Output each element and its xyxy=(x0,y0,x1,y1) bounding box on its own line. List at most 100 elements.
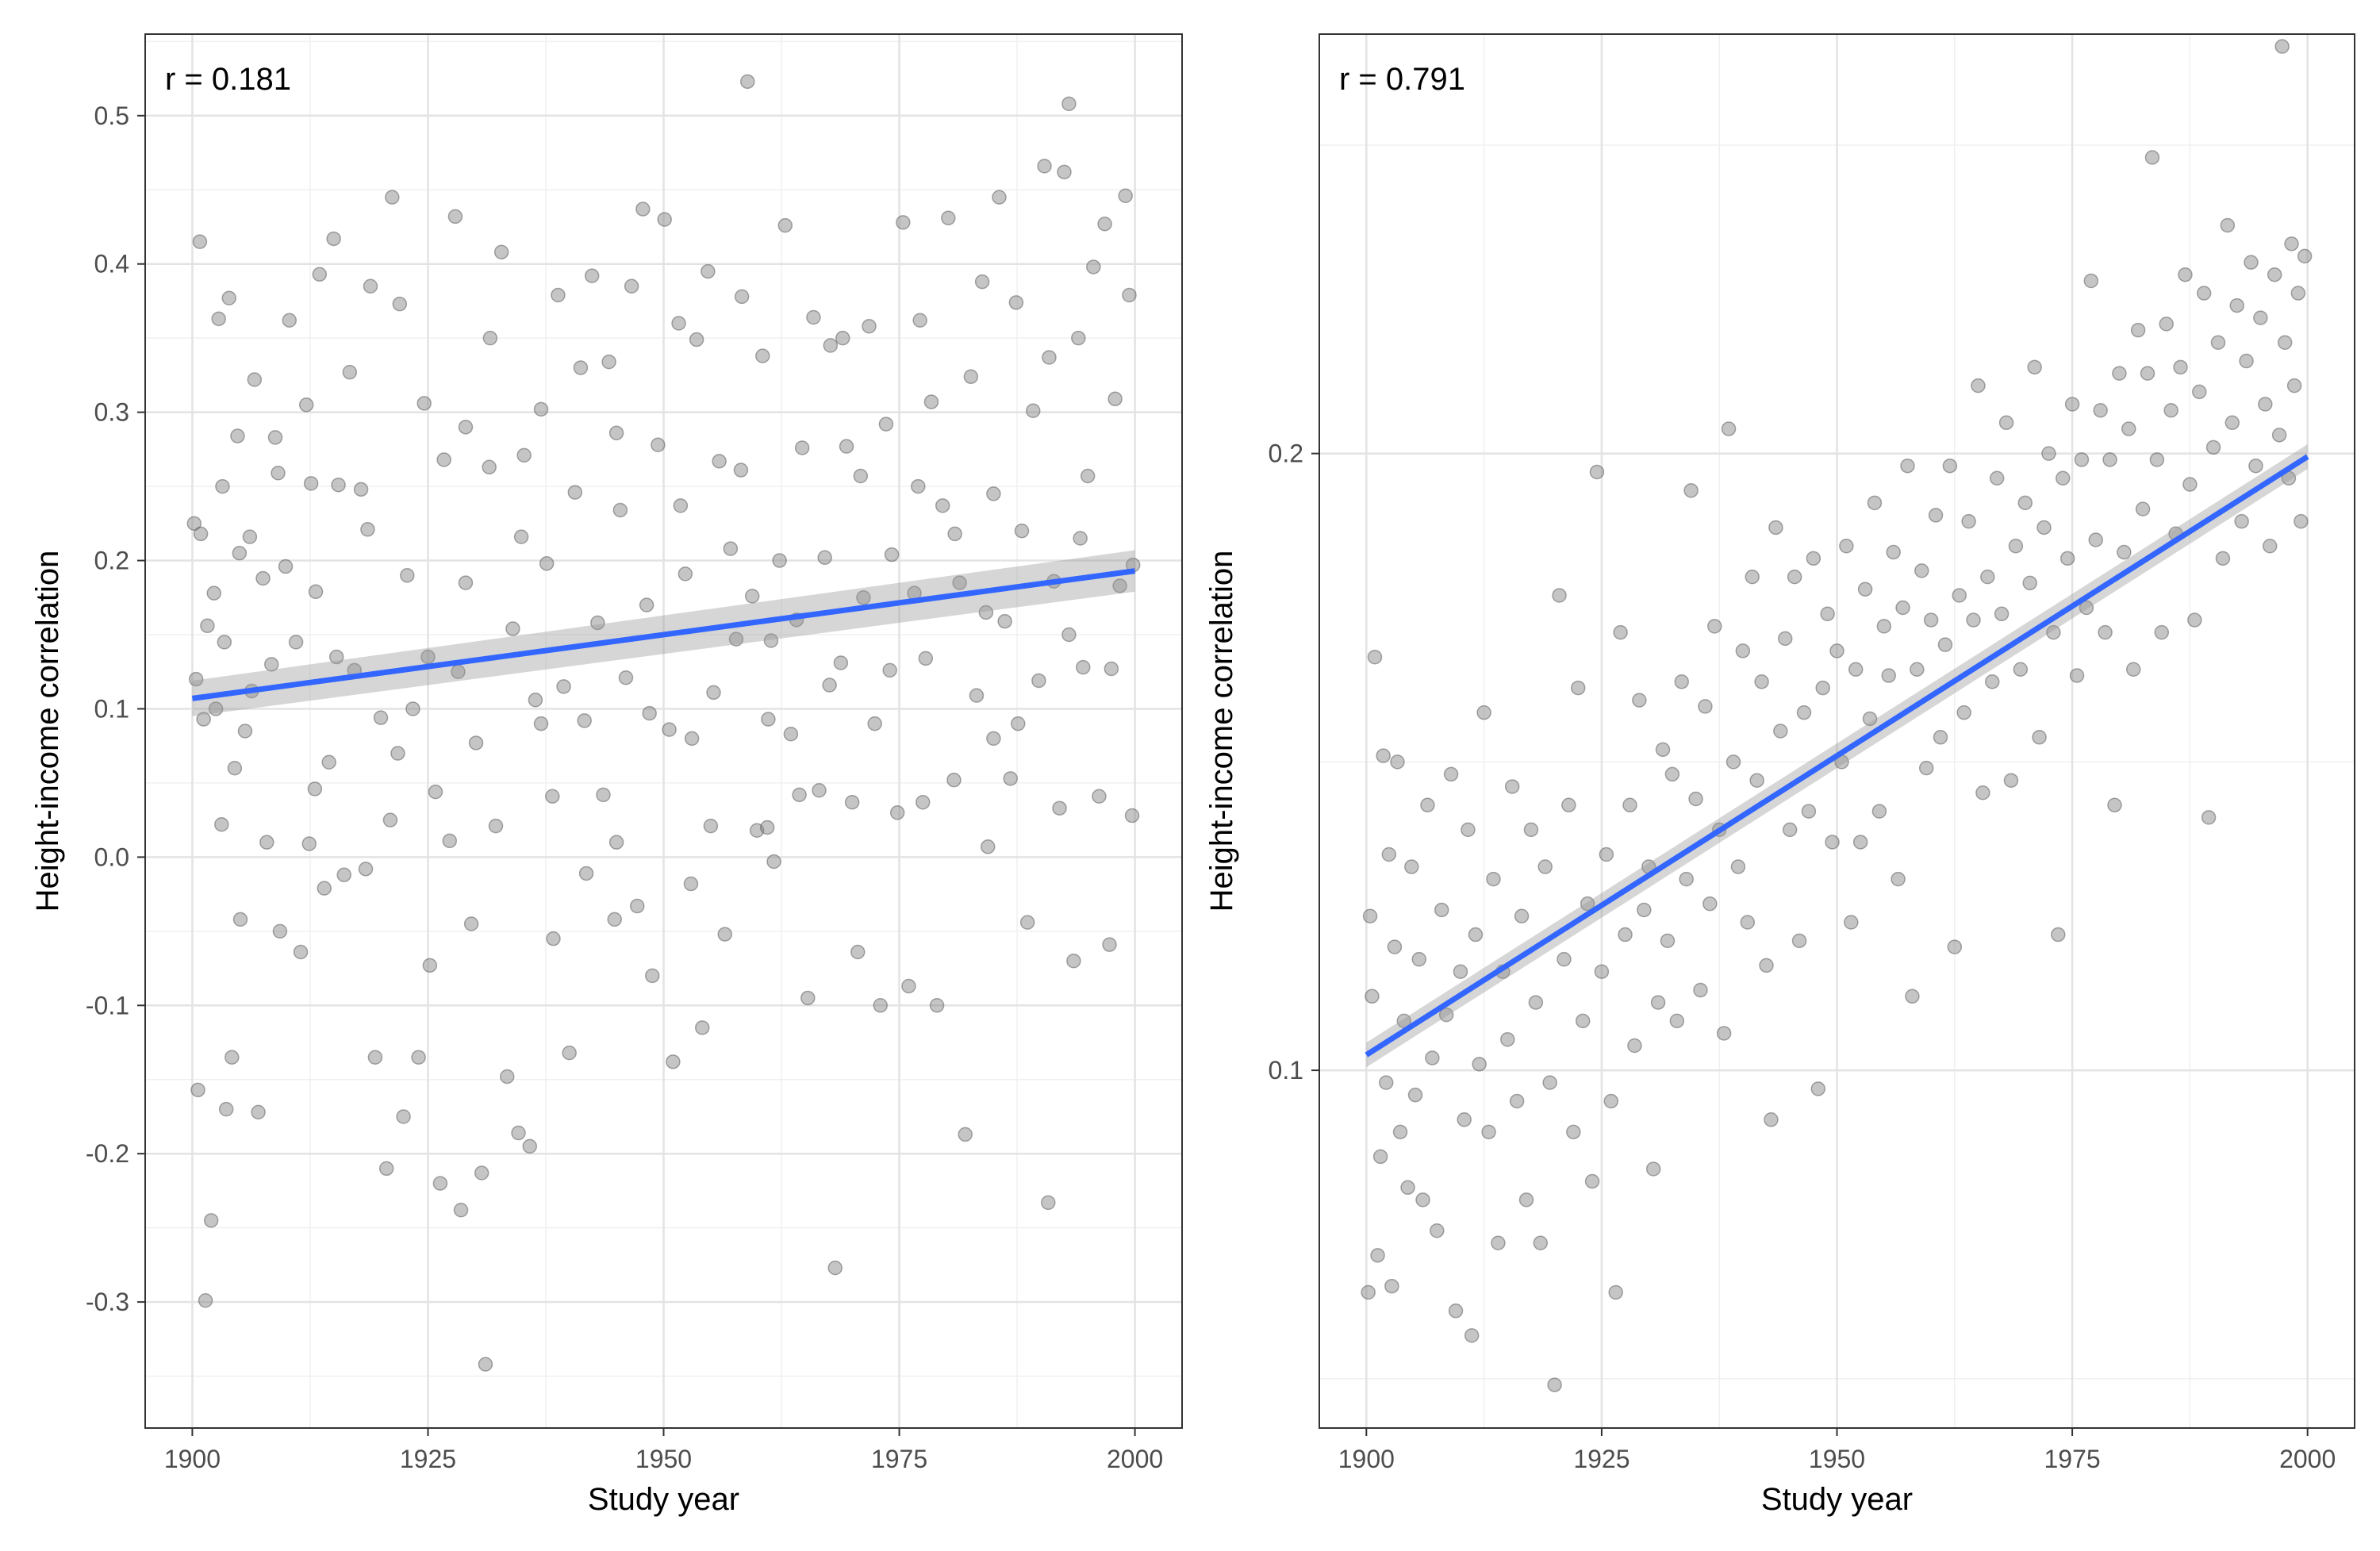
data-point xyxy=(2234,513,2249,529)
data-point xyxy=(763,633,779,648)
data-point xyxy=(271,466,286,481)
data-point xyxy=(1702,896,1718,912)
x-tick-label: 1925 xyxy=(400,1445,456,1473)
data-point xyxy=(478,1357,493,1372)
data-point xyxy=(759,820,775,835)
data-point xyxy=(2055,470,2071,486)
data-point xyxy=(2284,236,2299,251)
data-point xyxy=(1839,539,1854,554)
data-point xyxy=(2036,520,2052,536)
data-point xyxy=(783,726,799,742)
x-tick-label: 1975 xyxy=(871,1445,927,1473)
data-point xyxy=(2102,452,2117,467)
data-point xyxy=(596,787,611,803)
data-point xyxy=(1557,951,1572,967)
data-point xyxy=(612,502,628,518)
data-point xyxy=(1613,624,1628,640)
data-point xyxy=(1740,915,1756,930)
data-point xyxy=(1434,902,1449,918)
data-point xyxy=(1871,804,1887,819)
data-point xyxy=(567,485,583,500)
data-point xyxy=(2267,267,2282,282)
data-point xyxy=(1683,483,1699,498)
data-point xyxy=(551,287,566,303)
data-point xyxy=(2258,397,2273,412)
data-point xyxy=(678,566,693,582)
data-point xyxy=(1773,724,1788,739)
data-point xyxy=(777,217,793,233)
y-tick-label: -0.2 xyxy=(86,1139,129,1168)
data-point xyxy=(1660,933,1676,949)
data-point xyxy=(978,605,994,620)
data-point xyxy=(1381,847,1397,862)
data-point xyxy=(2205,440,2221,455)
data-point xyxy=(1632,693,1647,708)
data-point xyxy=(1042,350,1057,365)
data-point xyxy=(862,318,877,334)
data-point xyxy=(259,835,274,850)
data-point xyxy=(1448,1303,1464,1319)
data-point xyxy=(2163,402,2178,418)
data-point xyxy=(242,529,258,544)
data-point xyxy=(1910,662,1925,678)
data-point xyxy=(1407,1087,1423,1103)
data-point xyxy=(1900,458,1915,474)
data-point xyxy=(227,760,243,776)
data-point xyxy=(1003,771,1019,786)
data-point xyxy=(794,440,810,455)
data-point xyxy=(208,701,224,716)
data-point xyxy=(980,839,996,854)
data-point xyxy=(1537,859,1553,874)
data-point xyxy=(511,1125,526,1141)
data-point xyxy=(353,482,369,497)
data-point xyxy=(578,866,594,881)
data-point xyxy=(689,332,704,347)
data-point xyxy=(806,309,821,325)
data-point xyxy=(2178,267,2193,282)
data-point xyxy=(2112,366,2127,381)
data-point xyxy=(1092,789,1107,804)
data-point xyxy=(1118,188,1133,203)
data-point xyxy=(608,835,624,850)
data-point xyxy=(2008,539,2024,554)
data-point xyxy=(282,313,298,328)
data-point xyxy=(1425,1050,1440,1065)
data-point xyxy=(856,590,871,605)
correlation-annotation: r = 0.791 xyxy=(1339,62,1465,97)
data-point xyxy=(428,784,443,800)
data-point xyxy=(2229,298,2244,313)
data-point xyxy=(1500,1031,1515,1047)
data-point xyxy=(723,541,739,556)
data-point xyxy=(734,289,750,305)
data-point xyxy=(1533,1235,1549,1251)
data-point xyxy=(1608,1284,1623,1300)
data-point xyxy=(873,998,889,1013)
data-point xyxy=(1966,612,1981,628)
data-point xyxy=(1542,1075,1557,1090)
data-point xyxy=(1655,742,1671,758)
data-point xyxy=(447,209,463,225)
data-point xyxy=(1645,1161,1661,1177)
data-point xyxy=(1052,800,1067,816)
data-point xyxy=(766,854,781,870)
data-point xyxy=(1599,847,1614,862)
data-point xyxy=(761,712,776,727)
data-point xyxy=(986,731,1001,747)
data-point xyxy=(1476,704,1491,720)
data-point xyxy=(817,550,832,566)
data-point xyxy=(1504,779,1520,794)
data-point xyxy=(1810,1081,1826,1096)
data-point xyxy=(1102,937,1117,952)
y-tick-label: 0.2 xyxy=(1269,440,1303,468)
data-point xyxy=(835,330,850,346)
y-tick-label: 0.0 xyxy=(94,843,129,871)
data-point xyxy=(2140,366,2155,381)
data-point xyxy=(493,244,509,260)
data-point xyxy=(657,212,672,227)
data-point xyxy=(1031,673,1046,689)
data-point xyxy=(255,570,271,586)
data-point xyxy=(823,338,839,353)
data-point xyxy=(326,231,341,247)
data-point xyxy=(458,575,474,590)
